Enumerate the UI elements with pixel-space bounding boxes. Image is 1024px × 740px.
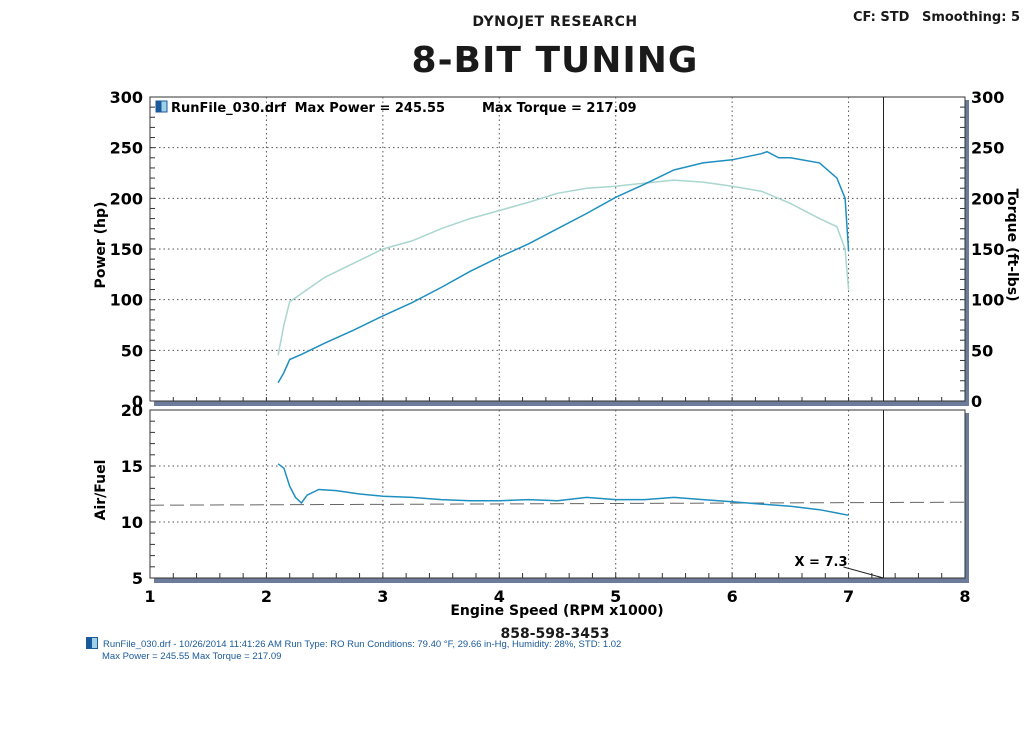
y-tick-label-torque-0: 0: [971, 392, 982, 411]
run-info-line-1: RunFile_030.drf - 10/26/2014 11:41:26 AM…: [86, 637, 621, 651]
x-tick-label-5: 5: [610, 587, 621, 606]
power-grid: [150, 97, 965, 401]
run-info-swatch: [86, 637, 98, 649]
power-ticks: 0 0 50 50 100 100 150 150 200 200 250 250 300 300: [110, 88, 1005, 411]
y-tick-label-afr-10: 10: [121, 513, 143, 532]
y-tick-label-power-150: 150: [110, 240, 143, 259]
afr-ticks: 1 2 3 4 5 6 7 8 5 10 15 20: [121, 401, 971, 606]
y-axis-label-afr: Air/Fuel: [93, 460, 109, 521]
legend-swatch-dark: [156, 101, 162, 112]
y-tick-label-torque-250: 250: [971, 139, 1004, 158]
run-info: RunFile_030.drf - 10/26/2014 11:41:26 AM…: [86, 637, 621, 663]
y-tick-label-power-250: 250: [110, 139, 143, 158]
y-tick-label-torque-200: 200: [971, 189, 1004, 208]
afr-reference-line: [149, 501, 966, 506]
x-tick-label-2: 2: [261, 587, 272, 606]
correction-factor: CF: STD: [852, 10, 910, 25]
smoothing-setting: Smoothing: 5: [921, 10, 1020, 25]
x-tick-label-3: 3: [377, 587, 388, 606]
run-settings: CF: STD Smoothing: 5: [845, 10, 1020, 25]
afr-series: [277, 463, 849, 517]
x-axis-label: Engine Speed (RPM x1000): [450, 603, 663, 619]
y-tick-label-power-0: 0: [132, 392, 143, 411]
x-tick-label-8: 8: [959, 587, 970, 606]
chart-title: 8-BIT TUNING: [411, 40, 699, 81]
legend-max-power: Max Power = 245.55: [295, 101, 445, 116]
y-tick-label-torque-150: 150: [971, 240, 1004, 259]
y-tick-label-power-200: 200: [110, 189, 143, 208]
power-series: [277, 150, 850, 384]
afr-panel-frame: [149, 409, 966, 579]
legend: RunFile_030.drf Max Power = 245.55 Max T…: [155, 100, 637, 116]
y-tick-label-afr-5: 5: [132, 569, 143, 588]
legend-run-file: RunFile_030.drf Max Power = 245.55: [171, 101, 445, 116]
power-series-line: [277, 150, 850, 384]
legend-run-file-name: RunFile_030.drf: [171, 101, 286, 116]
y-tick-label-torque-50: 50: [971, 341, 993, 360]
y-tick-label-power-300: 300: [110, 88, 143, 107]
x-tick-label-4: 4: [494, 587, 505, 606]
y-tick-label-afr-15: 15: [121, 457, 143, 476]
cursor-leader: [843, 566, 884, 579]
run-info-details: RunFile_030.drf - 10/26/2014 11:41:26 AM…: [103, 639, 622, 650]
x-tick-label-1: 1: [144, 587, 155, 606]
x-tick-label-6: 6: [727, 587, 738, 606]
y-tick-label-afr-20: 20: [121, 401, 143, 420]
y-tick-label-torque-100: 100: [971, 291, 1004, 310]
y-tick-label-torque-300: 300: [971, 88, 1004, 107]
y-axis-label-torque: Torque (ft-lbs): [1004, 188, 1020, 301]
x-tick-label-7: 7: [843, 587, 854, 606]
y-axis-label-power: Power (hp): [93, 202, 109, 289]
run-info-line-2: Max Power = 245.55 Max Torque = 217.09: [102, 651, 282, 662]
cursor-label: X = 7.3: [795, 555, 848, 570]
afr-grid: [149, 410, 966, 578]
legend-max-torque: Max Torque = 217.09: [482, 101, 637, 116]
company-name: DYNOJET RESEARCH: [472, 14, 638, 30]
y-tick-label-power-50: 50: [121, 341, 143, 360]
y-tick-label-power-100: 100: [110, 291, 143, 310]
phone-number: 858-598-3453: [500, 626, 610, 642]
torque-series-line: [277, 179, 850, 356]
afr-series-line: [277, 463, 849, 517]
